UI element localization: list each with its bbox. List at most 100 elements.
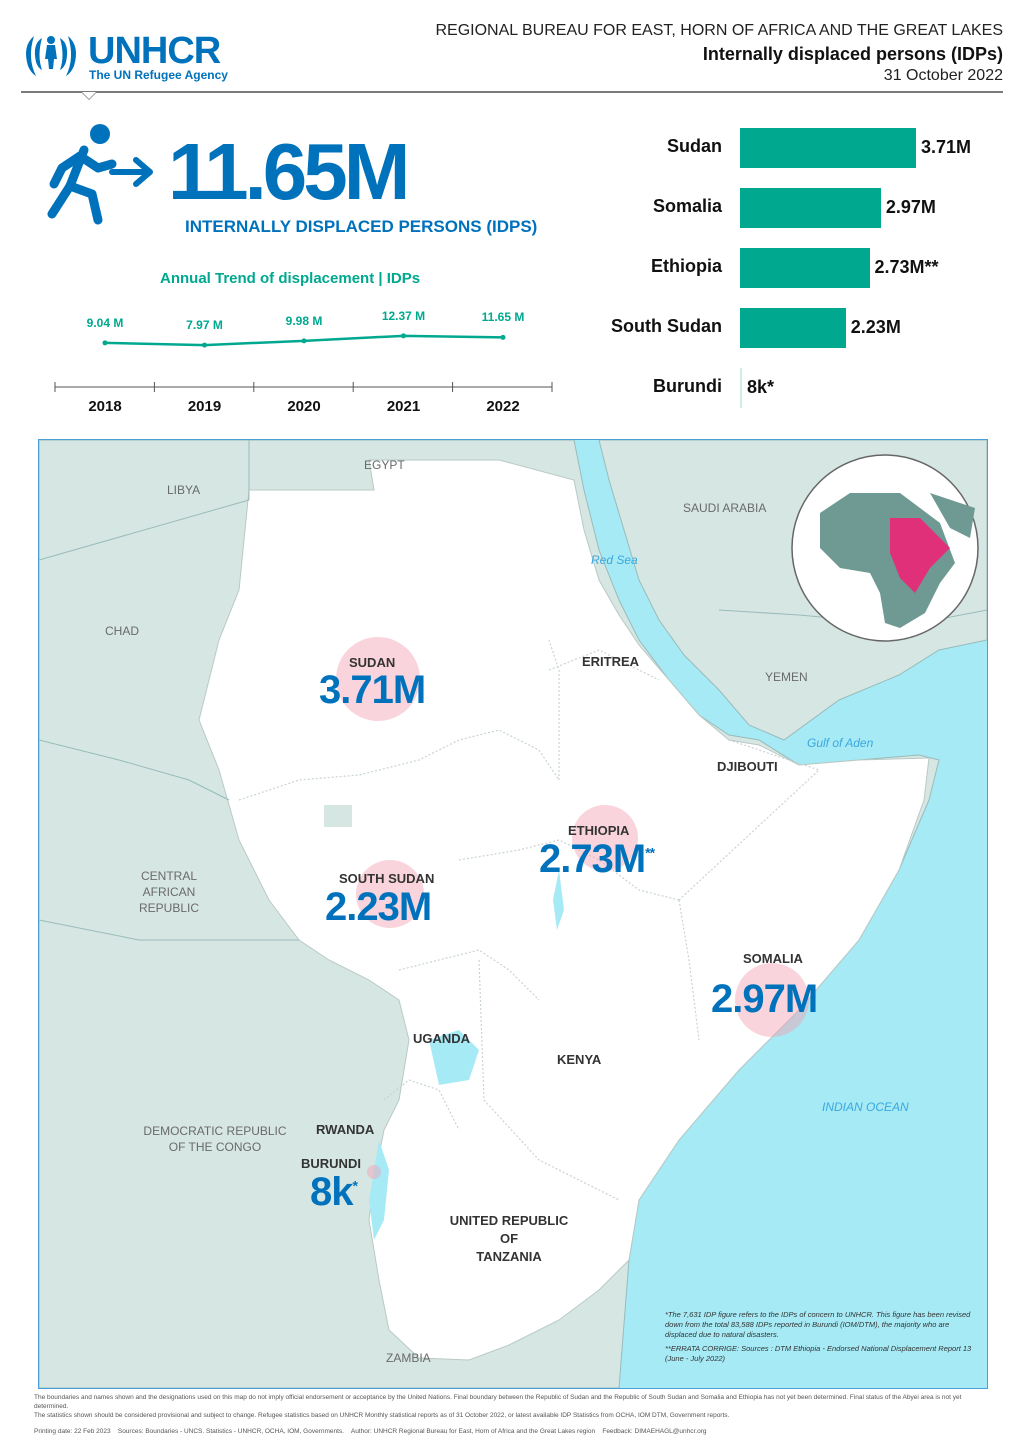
trend-year-label: 2022 xyxy=(486,398,520,415)
label-indian-ocean: INDIAN OCEAN xyxy=(822,1100,909,1114)
trend-year-label: 2020 xyxy=(287,398,321,415)
trend-value-label: 7.97 M xyxy=(186,318,223,333)
callout-south-sudan-number: 2.23M xyxy=(325,885,432,929)
bubble-burundi xyxy=(367,1165,381,1179)
trend-value-label: 12.37 M xyxy=(381,308,426,323)
region-map: LIBYA EGYPT CHAD SAUDI ARABIA YEMEN ERIT… xyxy=(38,439,988,1389)
sudan-southsudan-border xyxy=(238,729,560,801)
bar-category-label: Ethiopia xyxy=(651,256,722,276)
label-kenya: KENYA xyxy=(557,1052,602,1067)
map-note-1: *The 7,631 IDP figure refers to the IDPs… xyxy=(665,1310,971,1339)
bar-value-label: 2.73M** xyxy=(874,257,939,277)
kenya-tanzania-border xyxy=(478,959,620,1201)
globe-arabia xyxy=(930,493,975,538)
bar-value-label: 8k* xyxy=(747,377,775,397)
lake-turkana xyxy=(553,870,564,930)
trend-year-label: 2021 xyxy=(386,398,421,415)
rwanda-burundi-border xyxy=(383,1079,460,1131)
kenya-somalia-border xyxy=(678,899,700,1041)
callout-ethiopia-value: 2.73M** xyxy=(539,837,655,882)
eritrea-border xyxy=(548,649,660,681)
label-yemen: YEMEN xyxy=(765,670,808,684)
trend-value-label: 9.98 M xyxy=(285,313,323,328)
callout-south-sudan-name: SOUTH SUDAN xyxy=(339,871,435,886)
footer-sources: Sources: Boundaries - UNCS. Statistics -… xyxy=(117,1428,344,1435)
bar xyxy=(740,248,870,288)
car-border xyxy=(39,739,230,801)
bar-category-label: Burundi xyxy=(653,376,722,396)
header-title: Internally displaced persons (IDPs) xyxy=(702,44,1003,64)
header-notch-inner xyxy=(82,92,96,99)
callout-burundi-value: 8k* xyxy=(310,1170,359,1215)
label-djibouti: DJIBOUTI xyxy=(717,759,778,774)
trend-value-label: 11.65 M xyxy=(481,310,525,325)
callout-burundi-sup: * xyxy=(352,1177,359,1194)
bar-category-label: Somalia xyxy=(652,196,722,216)
bar-category-label: Sudan xyxy=(666,136,722,156)
label-tanzania-2: OF xyxy=(499,1231,519,1246)
bar-category-label: South Sudan xyxy=(611,316,722,336)
footer-feedback: Feedback: DIMAEHAGL@unhcr.org xyxy=(602,1428,707,1435)
label-rwanda: RWANDA xyxy=(316,1122,375,1137)
libya-chad-border xyxy=(39,499,250,561)
label-uganda: UGANDA xyxy=(413,1031,471,1046)
trend-year-label: 2019 xyxy=(187,398,222,415)
label-saudi-arabia: SAUDI ARABIA xyxy=(683,501,767,515)
trend-year-label: 2018 xyxy=(88,398,122,415)
bar xyxy=(740,188,881,228)
bubble-sudan xyxy=(336,637,420,721)
footer-credits: Printing date: 22 Feb 2023 Sources: Boun… xyxy=(34,1427,994,1436)
callout-south-sudan-value: 2.23M xyxy=(325,885,432,930)
callout-somalia-number: 2.97M xyxy=(711,977,818,1021)
lake-victoria xyxy=(429,1030,479,1085)
abyei-area xyxy=(324,805,352,827)
trend-line-chart xyxy=(54,333,553,392)
logo-subtitle: The UN Refugee Agency xyxy=(89,68,228,82)
trend-point xyxy=(202,342,207,348)
bar xyxy=(740,368,742,408)
bar xyxy=(740,308,846,348)
bar-value-label: 3.71M xyxy=(921,137,972,157)
person-walking-arrow-icon xyxy=(47,124,153,225)
header-date: 31 October 2022 xyxy=(883,67,1003,84)
trend-point xyxy=(401,333,406,339)
trend-value-label: 9.04 M xyxy=(86,315,124,330)
label-libya: LIBYA xyxy=(167,483,201,497)
label-car: CENTRAL AFRICAN REPUBLIC xyxy=(124,868,214,916)
label-red-sea: Red Sea xyxy=(591,553,638,567)
bubble-somalia xyxy=(735,963,809,1037)
globe-inset xyxy=(791,454,979,642)
callout-sudan-number: 3.71M xyxy=(319,668,426,712)
bar-value-label: 2.23M xyxy=(850,317,901,337)
label-car-2: AFRICAN xyxy=(142,885,196,899)
total-idps-value: 11.65M xyxy=(168,127,410,216)
label-egypt: EGYPT xyxy=(364,458,405,472)
bar-value-label: 2.97M xyxy=(885,197,936,217)
bar xyxy=(740,128,916,168)
callout-burundi-number: 8k xyxy=(310,1170,353,1214)
callout-ethiopia-sup: ** xyxy=(645,844,655,861)
label-tanzania-3: TANZANIA xyxy=(476,1249,542,1264)
label-drc: DEMOCRATIC REPUBLIC OF THE CONGO xyxy=(135,1123,295,1155)
label-drc-2: OF THE CONGO xyxy=(168,1140,262,1154)
ethiopia-kenya-border xyxy=(458,839,680,901)
label-eritrea: ERITREA xyxy=(582,654,640,669)
footer-stats: The statistics shown should be considere… xyxy=(34,1412,730,1419)
total-idps-label: INTERNALLY DISPLACED PERSONS (IDPS) xyxy=(185,217,538,236)
sudan-ethiopia-border xyxy=(548,639,560,780)
label-tanzania-1: UNITED REPUBLIC xyxy=(449,1213,569,1228)
label-car-3: REPUBLIC xyxy=(138,901,200,915)
label-zambia: ZAMBIA xyxy=(386,1351,431,1365)
lake-tanganyika xyxy=(369,1140,389,1240)
label-tanzania: UNITED REPUBLIC OF TANZANIA xyxy=(439,1212,579,1266)
trend-title: Annual Trend of displacement | IDPs xyxy=(160,270,421,287)
drc-border xyxy=(39,919,299,941)
header-divider xyxy=(21,91,1003,93)
logo-name: UNHCR xyxy=(88,30,221,72)
label-gulf-of-aden: Gulf of Aden xyxy=(807,736,874,750)
globe-highlight xyxy=(890,518,950,593)
trend-point xyxy=(301,338,307,344)
footer-printing: Printing date: 22 Feb 2023 xyxy=(34,1428,111,1435)
uganda-border xyxy=(398,949,540,1001)
footer-disclaimer: The boundaries and names shown and the d… xyxy=(34,1394,962,1410)
